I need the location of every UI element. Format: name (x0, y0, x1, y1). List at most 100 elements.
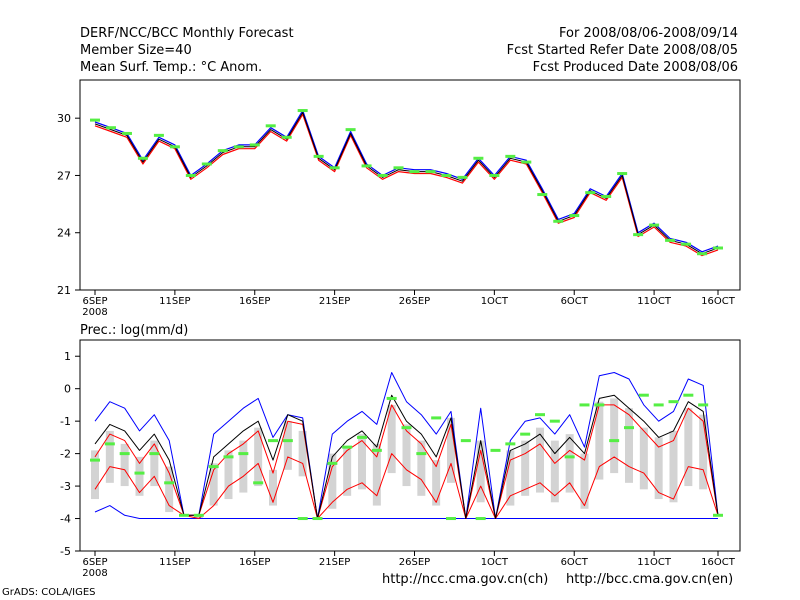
prec-spread-box (358, 434, 366, 490)
prec-spread-box (476, 440, 485, 503)
temp-obs-marker (633, 233, 644, 237)
temp-obs-marker (537, 193, 548, 197)
prec-obs-marker (416, 452, 427, 456)
prec-spread-box (135, 456, 144, 496)
prec-spread-box (120, 443, 129, 487)
temp-obs-marker (585, 191, 596, 195)
temp-obs-marker (377, 173, 388, 177)
prec-spread-box (269, 469, 277, 506)
prec-obs-marker (653, 403, 664, 407)
prec-x-tick-label: 1OCT (481, 557, 509, 568)
prec-obs-marker (238, 452, 249, 456)
prec-y-tick-label: -2 (60, 448, 71, 461)
bcc-url-link[interactable]: http://bcc.cma.gov.cn(en) (566, 572, 734, 587)
prec-obs-marker (134, 471, 145, 475)
temp-obs-marker (665, 238, 676, 242)
temp-obs-marker (649, 223, 660, 227)
temp-x-tick-label: 21SEP (319, 296, 350, 307)
prec-spread-box (639, 427, 648, 490)
temp-x-tick-label: 26SEP (399, 296, 430, 307)
prec-y-tick-label: 1 (64, 350, 71, 363)
ncc-url-link[interactable]: http://ncc.cma.gov.cn(ch) (382, 572, 549, 587)
fcst-produced-date: Fcst Produced Date 2008/08/06 (532, 60, 738, 75)
prec-spread-box (343, 447, 352, 496)
temp-obs-marker (681, 242, 692, 246)
prec-obs-marker (119, 452, 130, 456)
prec-lower-line (94, 453, 719, 519)
fcst-started-date: Fcst Started Refer Date 2008/08/05 (506, 43, 738, 58)
temp-obs-marker (345, 128, 356, 132)
prec-spread-box (298, 430, 307, 477)
temp-mean-line (94, 112, 719, 255)
prec-spread-box (417, 440, 426, 496)
prec-obs-marker (490, 448, 501, 452)
prec-y-tick-label: 0 (64, 383, 71, 396)
temp-obs-marker (569, 214, 580, 218)
prec-spread-box (625, 408, 633, 483)
prec-obs-marker (549, 419, 560, 423)
prec-y-tick-label: -3 (60, 480, 71, 493)
prec-spread-box (328, 453, 337, 509)
temp-obs-marker (313, 154, 324, 158)
prec-obs-marker (179, 513, 189, 517)
prec-x-tick-label: 11OCT (637, 557, 672, 568)
prec-spread-box (699, 414, 708, 490)
prec-obs-marker (282, 439, 293, 443)
prec-x-tick-label: 11SEP (159, 557, 190, 568)
prec-obs-marker (564, 455, 575, 459)
temp-obs-marker (90, 118, 100, 122)
prec-obs-marker (223, 455, 234, 459)
temp-obs-marker (201, 162, 212, 166)
temp-obs-marker (489, 173, 500, 177)
prec-spread-box (565, 434, 574, 493)
prec-obs-marker (431, 416, 442, 420)
prec-spread-box (580, 453, 589, 509)
temp-obs-marker (425, 170, 436, 174)
temp-obs-marker (473, 156, 484, 160)
prec-obs-marker (104, 442, 115, 446)
prec-y-tick-label: -4 (60, 513, 71, 526)
temperature-panel: 21 24 27 30 6SEP 11SEP 16SEP 21SEP 26SEP 1OCT 6OCT… (57, 79, 741, 318)
temp-obs-marker (249, 143, 260, 147)
temp-obs-marker (457, 175, 468, 179)
prec-x-tick-label: 26SEP (399, 557, 430, 568)
temp-x-tick-label: 16OCT (701, 296, 736, 307)
prec-obs-marker (609, 439, 620, 443)
prec-spread-box (150, 440, 159, 487)
prec-x-tick-label: 16SEP (239, 557, 270, 568)
temp-obs-marker (233, 145, 244, 149)
prec-spread-box (91, 450, 99, 500)
temp-x-tick-label: 6OCT (561, 296, 589, 307)
prec-spread-box (372, 443, 381, 506)
prec-spread-box (550, 440, 559, 503)
prec-x-tick-label: 6OCT (561, 557, 589, 568)
temp-obs-marker (329, 166, 340, 170)
member-size-label: Member Size=40 (80, 43, 192, 58)
prec-spread-box (224, 450, 233, 500)
prec-spread-box (521, 440, 530, 496)
temp-y-tick-label: 21 (57, 284, 71, 297)
temp-y-tick-label: 27 (57, 169, 71, 182)
temp-obs-marker (121, 131, 132, 135)
prec-obs-marker (668, 400, 679, 404)
prec-frame (79, 339, 741, 552)
forecast-period: For 2008/08/06-2008/09/14 (559, 26, 738, 41)
prec-spread-box (654, 437, 663, 500)
prec-obs-marker (638, 393, 649, 397)
temp-obs-marker (393, 166, 404, 170)
prec-obs-marker (268, 439, 278, 443)
prec-obs-marker (594, 403, 605, 407)
temp-obs-marker (617, 172, 628, 176)
prec-obs-marker (386, 396, 397, 400)
prec-spread-box (402, 424, 411, 487)
prec-spread-box (239, 440, 248, 493)
prec-obs-marker (312, 517, 323, 521)
temp-y-tick-label: 24 (57, 227, 71, 240)
prec-obs-marker (460, 439, 471, 443)
temp-obs-marker (265, 124, 276, 128)
prec-spread-box (684, 408, 693, 487)
temp-obs-marker (185, 173, 196, 177)
prec-obs-marker (164, 481, 175, 485)
